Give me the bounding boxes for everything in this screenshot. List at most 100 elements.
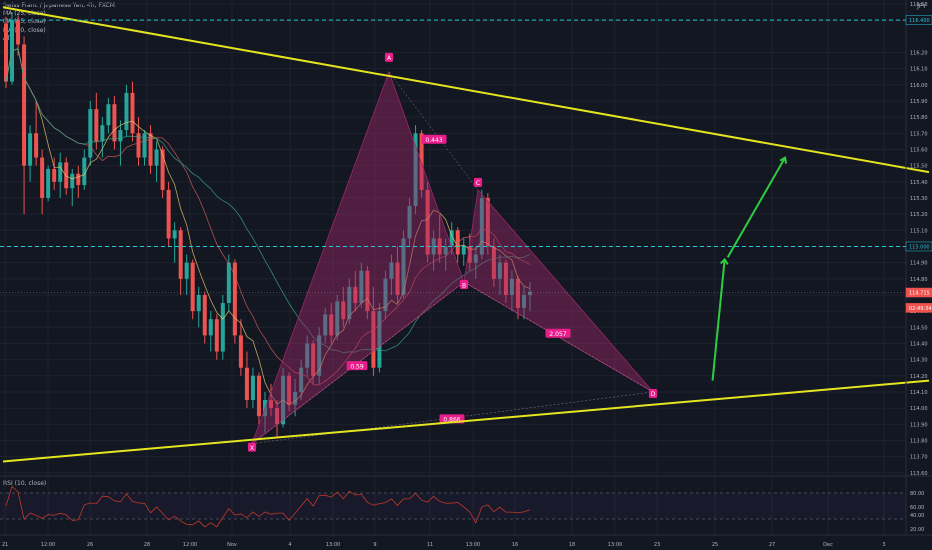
currency-button[interactable]: JPY <box>917 3 926 10</box>
point-label-x-text: X <box>250 445 254 452</box>
candle-body <box>353 286 358 304</box>
candle-body <box>299 367 304 392</box>
indicator-ma-1[interactable]: MA (25, close) <box>3 10 46 18</box>
point-label-b: B <box>459 280 469 289</box>
ratio-label-cd-text: 2.057 <box>549 331 566 338</box>
pattern-xab <box>251 70 465 445</box>
candle-body <box>16 20 21 45</box>
candle-body <box>287 375 292 405</box>
candle-body <box>40 157 45 198</box>
rsi-band <box>0 493 906 519</box>
candle-body <box>323 314 328 336</box>
candle-body <box>515 278 520 308</box>
time-tick-label: 25 <box>712 542 718 548</box>
candle-body <box>503 262 508 295</box>
chart-title: Swiss Franc / Japanese Yen, 4h, FXCM <box>3 2 115 9</box>
price-tick-label: 113.70 <box>910 455 928 461</box>
candle-body <box>190 262 195 312</box>
price-tick-label: 114.90 <box>910 261 928 267</box>
time-tick-label: Dec <box>823 542 833 548</box>
candle-body <box>293 391 298 405</box>
candle-body <box>377 311 382 368</box>
point-label-c-text: C <box>476 180 480 187</box>
rsi-tick-label: 80.00 <box>910 491 924 497</box>
point-label-d: D <box>648 388 658 398</box>
projection-arrow-leg-2 <box>726 157 786 258</box>
price-tick-label: 115.90 <box>910 99 928 105</box>
projection-arrow-head-1 <box>719 257 729 265</box>
candle-body <box>124 92 129 131</box>
candle-body <box>371 311 376 368</box>
price-label-text: 116.400 <box>909 18 930 24</box>
candle-body <box>359 270 364 304</box>
candle-body <box>413 133 418 207</box>
ratio-label-bc-text: 0.59 <box>350 363 364 370</box>
candle-body <box>509 278 514 295</box>
price-label-text: 115.000 <box>909 244 930 250</box>
time-tick-label: 3 <box>882 542 885 548</box>
candle-body <box>275 408 280 425</box>
candle-body <box>178 230 183 279</box>
ma-line-slow <box>5 48 531 354</box>
candle-body <box>34 133 39 158</box>
point-label-c: C <box>473 177 483 187</box>
indicator-ma-3[interactable]: MA (50, close) <box>3 26 46 34</box>
ratio-label-cd: 2.057 <box>545 328 571 338</box>
candle-body <box>431 238 436 255</box>
price-label-text: 02:49:34 <box>909 306 931 312</box>
candle-body <box>52 168 57 182</box>
price-tick-label: 114.50 <box>910 325 928 331</box>
time-tick-label: 4 <box>288 542 291 548</box>
candle-body <box>94 109 99 142</box>
ratio-label-ab-text: 0.443 <box>425 137 442 144</box>
candle-body <box>136 133 141 158</box>
candle-body <box>70 173 75 189</box>
candle-body <box>160 149 165 190</box>
indicator-ma-2[interactable]: MA (25, close) <box>3 18 46 26</box>
ratio-label-cd-bg <box>545 328 571 338</box>
candle-body <box>443 246 448 255</box>
point-label-x-bg <box>247 442 257 452</box>
price-tick-label: 113.60 <box>910 471 928 477</box>
candle-body <box>226 262 231 304</box>
point-label-c-bg <box>473 177 483 187</box>
price-tick-label: 116.00 <box>910 83 928 89</box>
ratio-label-bc-bg <box>346 361 368 371</box>
time-tick-label: 21 <box>2 542 8 548</box>
projection-arrow-head-2 <box>779 155 788 164</box>
rsi-tick-label: 60.00 <box>910 505 924 511</box>
candle-body <box>347 286 352 320</box>
candle-body <box>479 197 484 255</box>
candle-body <box>497 262 502 279</box>
rsi-line <box>5 485 531 528</box>
rsi-label[interactable]: RSI (10, close) <box>3 480 47 487</box>
candle-body <box>305 343 310 368</box>
candle-body <box>232 262 237 336</box>
trendline-lower <box>2 379 930 463</box>
time-tick-label: 13:00 <box>608 542 622 548</box>
price-label-current: 114.715 <box>905 287 932 298</box>
candle-body <box>269 400 274 409</box>
price-tick-label: 115.50 <box>910 164 928 170</box>
candle-body <box>425 189 430 255</box>
candle-body <box>202 294 207 336</box>
price-label-dashed: 116.400 <box>905 15 932 25</box>
candle-body <box>106 104 111 126</box>
ratio-label-xd-text: 0.866 <box>443 417 460 424</box>
candle-body <box>184 262 189 279</box>
pattern-xd-line <box>251 391 654 444</box>
price-tick-label: 114.80 <box>910 277 928 283</box>
pattern-bcd <box>463 188 654 393</box>
candle-body <box>220 303 225 352</box>
candle-body <box>449 230 454 247</box>
candle-body <box>473 254 478 263</box>
indicator-atr[interactable]: ATR <box>3 34 15 42</box>
candle-body <box>22 44 27 166</box>
candle-body <box>461 246 466 255</box>
price-tick-label: 115.20 <box>910 212 928 218</box>
time-tick-label: 27 <box>769 542 775 548</box>
candle-body <box>4 23 8 82</box>
candle-body <box>244 367 249 401</box>
time-tick-label: 16 <box>512 542 518 548</box>
